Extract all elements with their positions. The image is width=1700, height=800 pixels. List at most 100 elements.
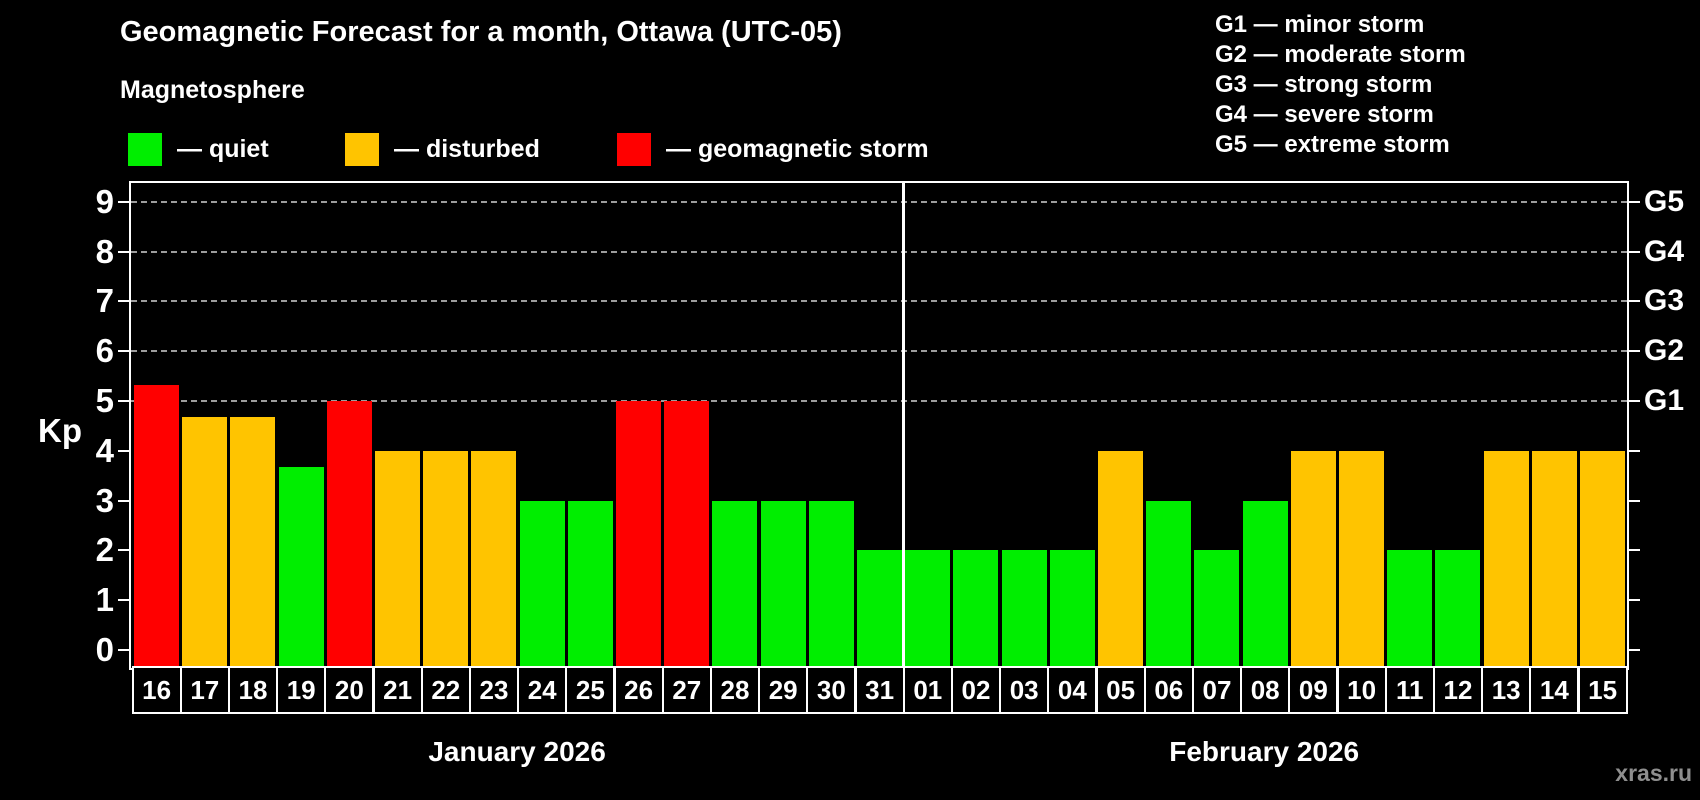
g1-legend-line: G1 — minor storm xyxy=(1215,11,1425,38)
right-tick-4 xyxy=(1627,449,1640,452)
kp-bar-day-05 xyxy=(1098,450,1143,668)
kp-bar-day-26 xyxy=(616,401,661,668)
month-label-1: February 2026 xyxy=(1169,736,1360,767)
left-tick-1 xyxy=(118,599,131,602)
gridline-kp8 xyxy=(131,250,1627,253)
legend-label-storm: — geomagnetic storm xyxy=(666,135,929,163)
left-tick-6 xyxy=(118,350,131,353)
kp-bar-day-17 xyxy=(182,417,228,668)
g-tick-label-g5: G5 xyxy=(1644,184,1685,218)
date-label-08: 08 xyxy=(1240,666,1291,714)
plot-area xyxy=(131,183,1627,668)
kp-bar-day-16 xyxy=(134,384,179,668)
g2-legend-line: G2 — moderate storm xyxy=(1215,41,1466,68)
left-tick-8 xyxy=(118,250,131,253)
date-label-24: 24 xyxy=(517,666,568,714)
date-label-07: 07 xyxy=(1191,666,1243,714)
legend-label-quiet: — quiet xyxy=(177,135,269,163)
left-tick-7 xyxy=(118,300,131,303)
kp-bar-day-08 xyxy=(1242,500,1288,668)
y-axis-title: Kp xyxy=(38,412,82,449)
legend-item-storm: — geomagnetic storm xyxy=(617,133,929,166)
month-label-0: January 2026 xyxy=(428,736,606,767)
left-tick-9 xyxy=(118,200,131,203)
plot-frame xyxy=(129,181,1629,670)
y-tick-label-9: 9 xyxy=(95,182,114,220)
date-label-14: 14 xyxy=(1529,666,1580,714)
date-label-16: 16 xyxy=(131,666,182,714)
kp-bar-day-30 xyxy=(808,500,854,668)
kp-bar-day-06 xyxy=(1146,500,1192,668)
date-label-20: 20 xyxy=(324,666,375,714)
kp-bar-day-28 xyxy=(712,500,758,668)
kp-bar-day-23 xyxy=(471,450,517,668)
gridline-kp7 xyxy=(131,300,1627,303)
right-tick-0 xyxy=(1627,649,1640,651)
date-label-03: 03 xyxy=(999,666,1050,714)
g-tick-label-g3: G3 xyxy=(1644,284,1685,318)
kp-bar-day-04 xyxy=(1049,550,1095,668)
date-label-12: 12 xyxy=(1432,666,1484,714)
y-tick-label-7: 7 xyxy=(95,282,114,320)
right-tick-6 xyxy=(1627,350,1640,353)
kp-bar-day-01 xyxy=(905,550,951,668)
kp-bar-day-02 xyxy=(953,550,999,668)
date-label-02: 02 xyxy=(950,666,1002,714)
y-tick-label-1: 1 xyxy=(95,581,114,619)
y-tick-label-2: 2 xyxy=(95,531,114,569)
kp-bar-day-13 xyxy=(1483,450,1529,668)
date-label-27: 27 xyxy=(661,666,712,714)
date-label-15: 15 xyxy=(1577,666,1628,714)
date-label-05: 05 xyxy=(1095,666,1146,714)
right-tick-2 xyxy=(1627,549,1640,552)
g3-legend-line: G3 — strong storm xyxy=(1215,71,1433,98)
storm-color-swatch xyxy=(617,133,651,166)
kp-bar-day-21 xyxy=(375,450,420,668)
chart-subtitle: Magnetosphere xyxy=(120,76,305,104)
y-tick-label-8: 8 xyxy=(95,232,114,270)
kp-bar-day-19 xyxy=(278,467,324,668)
g-tick-label-g2: G2 xyxy=(1644,334,1685,368)
kp-bar-day-09 xyxy=(1290,450,1336,668)
y-tick-label-5: 5 xyxy=(95,382,114,419)
kp-bar-day-22 xyxy=(423,450,469,668)
kp-bar-day-10 xyxy=(1339,450,1384,668)
date-label-06: 06 xyxy=(1143,666,1194,714)
date-label-01: 01 xyxy=(902,666,953,714)
kp-bar-day-12 xyxy=(1435,550,1481,668)
g-tick-label-g4: G4 xyxy=(1644,234,1685,268)
left-tick-5 xyxy=(118,400,131,402)
date-label-23: 23 xyxy=(468,666,520,714)
y-tick-label-4: 4 xyxy=(95,431,114,469)
kp-bar-day-07 xyxy=(1194,550,1240,668)
date-label-29: 29 xyxy=(758,666,809,714)
chart-title: Geomagnetic Forecast for a month, Ottawa… xyxy=(120,16,842,48)
quiet-color-swatch xyxy=(128,133,162,166)
legend-item-quiet: — quiet xyxy=(128,133,269,166)
watermark: xras.ru xyxy=(1615,760,1692,786)
date-label-13: 13 xyxy=(1481,666,1532,714)
kp-bar-day-15 xyxy=(1580,450,1625,668)
date-label-22: 22 xyxy=(420,666,471,714)
kp-bar-day-03 xyxy=(1001,550,1047,668)
kp-bar-day-27 xyxy=(664,401,710,668)
kp-bar-day-24 xyxy=(519,500,565,668)
gridline-kp9 xyxy=(131,200,1627,203)
right-tick-9 xyxy=(1627,200,1640,203)
date-label-09: 09 xyxy=(1288,666,1339,714)
kp-bar-day-18 xyxy=(230,417,276,668)
gridline-kp5 xyxy=(131,400,1627,402)
right-tick-7 xyxy=(1627,300,1640,303)
y-tick-label-0: 0 xyxy=(95,631,114,668)
g-scale-legend: G1 — minor storm G2 — moderate storm G3 … xyxy=(1215,10,1466,160)
date-label-11: 11 xyxy=(1384,666,1435,714)
month-divider-line xyxy=(902,183,905,668)
date-label-18: 18 xyxy=(227,666,279,714)
date-label-17: 17 xyxy=(179,666,230,714)
date-label-10: 10 xyxy=(1336,666,1387,714)
date-label-28: 28 xyxy=(709,666,761,714)
legend-item-disturbed: — disturbed xyxy=(345,133,540,166)
kp-bar-day-29 xyxy=(760,500,806,668)
kp-bar-day-11 xyxy=(1387,550,1433,668)
